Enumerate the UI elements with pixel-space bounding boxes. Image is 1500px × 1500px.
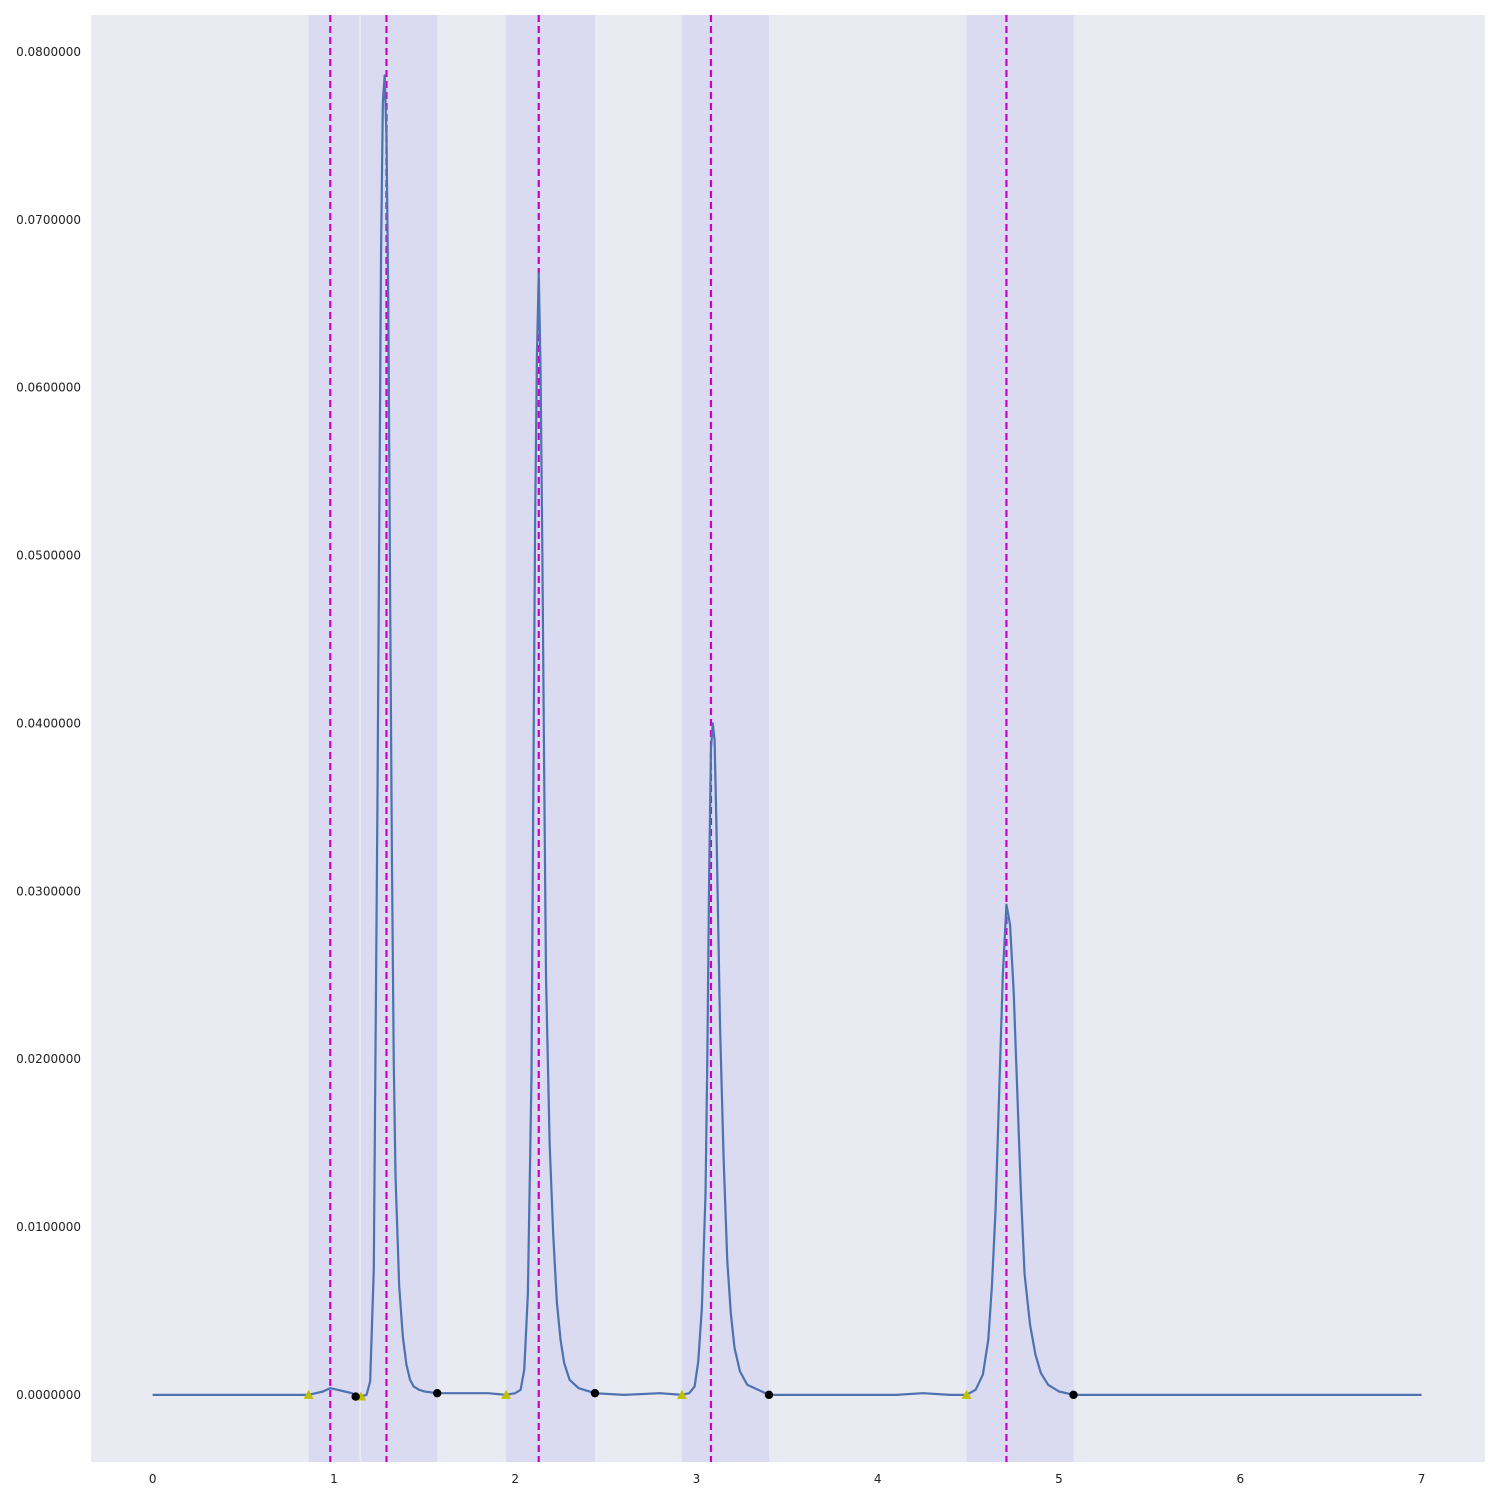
y-tick-label: 0.0500000 xyxy=(16,549,81,563)
start-marker-3 xyxy=(501,1389,512,1399)
series-layer xyxy=(152,74,1422,1398)
plot-background xyxy=(91,15,1485,1462)
start-marker-4 xyxy=(676,1389,687,1399)
markers xyxy=(303,1388,1078,1401)
y-tick-label: 0.0200000 xyxy=(16,1052,81,1066)
x-tick-label: 6 xyxy=(1236,1472,1244,1486)
x-tick-label: 5 xyxy=(1055,1472,1063,1486)
start-marker-1 xyxy=(303,1389,314,1399)
x-tick-label: 3 xyxy=(693,1472,701,1486)
y-tick-label: 0.0100000 xyxy=(16,1220,81,1234)
y-tick-label: 0.0300000 xyxy=(16,884,81,898)
y-tick-label: 0.0700000 xyxy=(16,213,81,227)
start-marker-5 xyxy=(961,1389,972,1399)
end-marker-1 xyxy=(351,1392,360,1401)
shaded-region-3 xyxy=(506,15,595,1462)
end-marker-2 xyxy=(433,1388,442,1398)
shaded-region-2 xyxy=(361,15,438,1462)
peak-lines xyxy=(329,15,1008,1462)
x-tick-label: 2 xyxy=(511,1472,519,1486)
x-tick-label: 1 xyxy=(330,1472,338,1486)
y-tick-label: 0.0600000 xyxy=(16,381,81,395)
y-axis-ticks: 0.0000000 0.0100000 0.0200000 0.0300000 0.04… xyxy=(16,45,81,1402)
x-axis-ticks: 0 1 2 3 4 5 6 7 xyxy=(149,1472,1426,1486)
x-tick-label: 7 xyxy=(1418,1472,1426,1486)
y-tick-label: 0.0400000 xyxy=(16,716,81,730)
shaded-region-5 xyxy=(966,15,1074,1462)
x-tick-label: 4 xyxy=(874,1472,882,1486)
end-marker-5 xyxy=(1069,1390,1078,1400)
y-tick-label: 0.0800000 xyxy=(16,45,81,59)
x-tick-label: 0 xyxy=(149,1472,157,1486)
shaded-region-1 xyxy=(308,15,360,1462)
y-tick-label: 0.0000000 xyxy=(16,1388,81,1402)
end-marker-4 xyxy=(764,1390,774,1400)
shaded-region-4 xyxy=(681,15,769,1462)
shaded-regions xyxy=(308,15,1074,1462)
end-marker-3 xyxy=(590,1388,600,1398)
series-line-1 xyxy=(152,74,1422,1398)
